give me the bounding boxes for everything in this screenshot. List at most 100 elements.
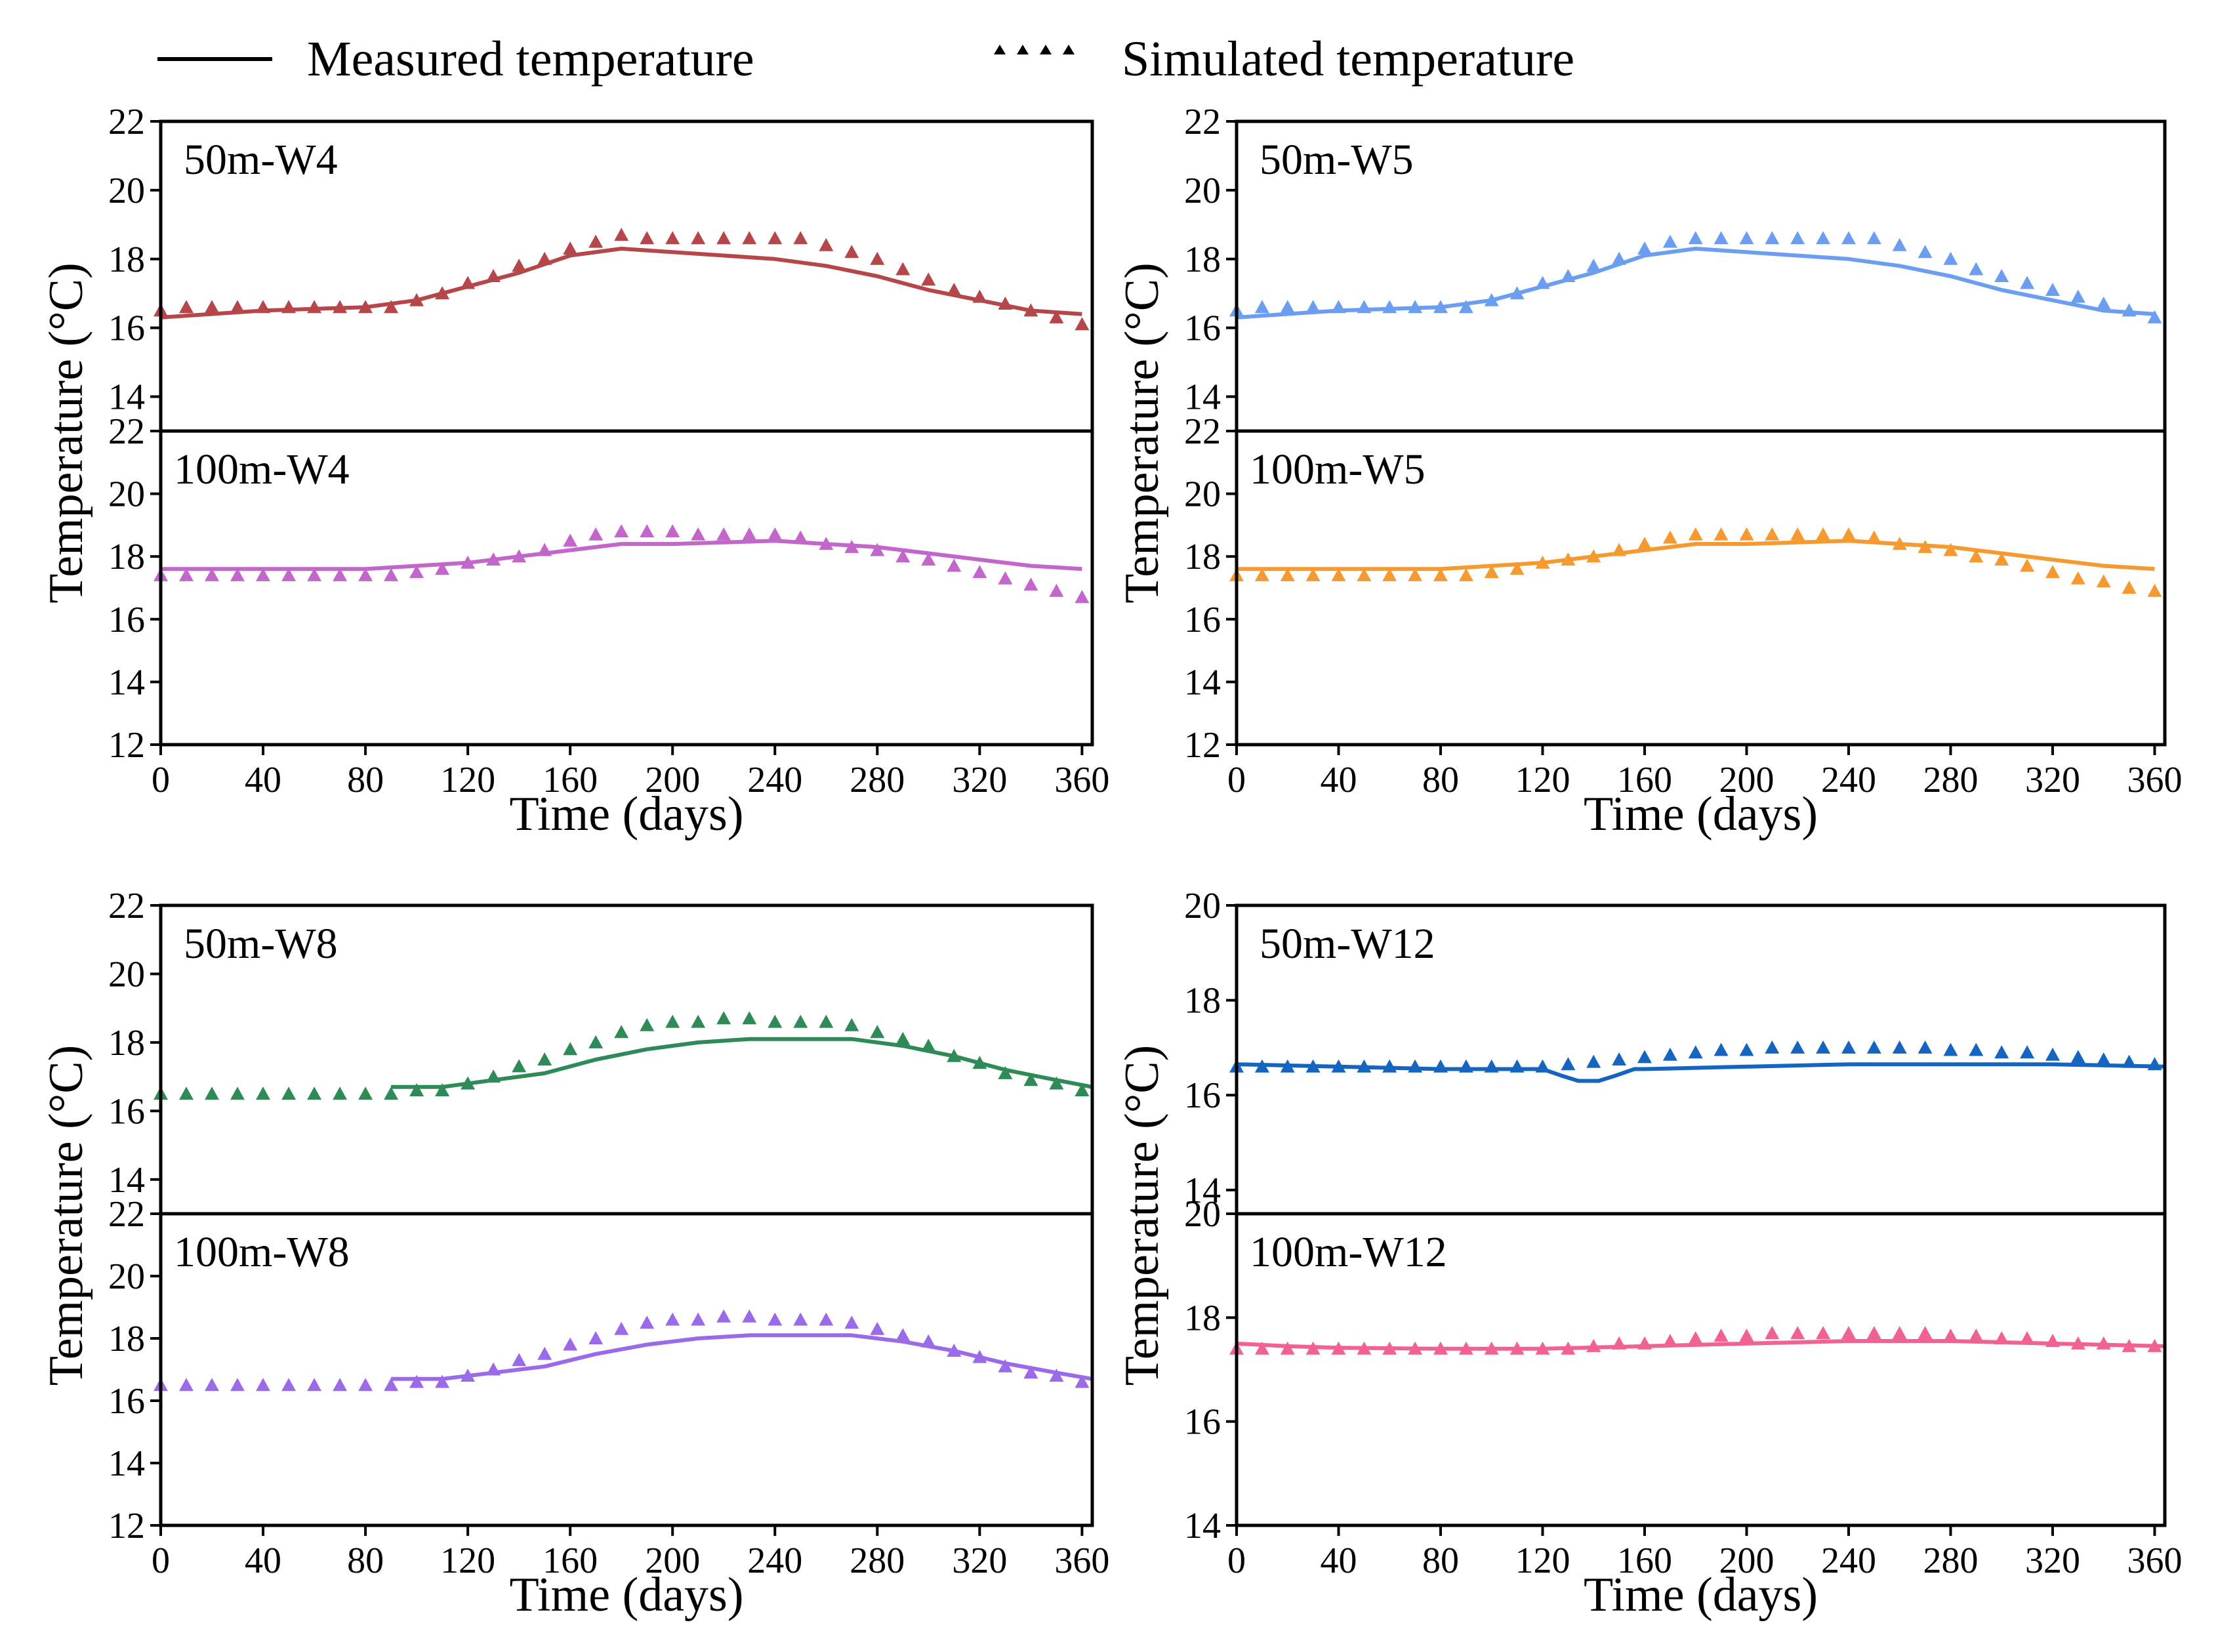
simulated-point <box>333 300 348 314</box>
simulated-point <box>1561 1341 1576 1355</box>
simulated-point <box>1023 1365 1038 1379</box>
simulated-point <box>1662 1334 1677 1347</box>
simulated-point <box>1331 1341 1346 1355</box>
y-tick-label: 20 <box>1184 474 1221 515</box>
legend-simulated-marker <box>1017 45 1029 54</box>
simulated-point <box>921 272 936 286</box>
simulated-point <box>1612 1336 1627 1350</box>
x-tick-label: 0 <box>152 1540 170 1581</box>
simulated-point <box>972 565 987 579</box>
simulated-point <box>1254 1059 1269 1073</box>
simulated-point <box>1969 1043 1984 1056</box>
simulated-point <box>256 568 270 581</box>
y-tick-label: 12 <box>1184 725 1221 766</box>
simulated-point <box>1075 1374 1090 1388</box>
simulated-point <box>563 1042 578 1056</box>
panel-100m-W5: 12 14 16 18 20 22 100m-W5 <box>1184 411 2162 766</box>
simulated-point <box>947 1344 962 1357</box>
y-axis-label: Temperature (°C) <box>1115 262 1169 604</box>
simulated-point <box>1739 1329 1754 1342</box>
legend-simulated-markers <box>994 45 1075 54</box>
simulated-point <box>205 568 219 581</box>
simulated-point <box>1023 303 1038 317</box>
plot-frame <box>1235 119 2167 747</box>
simulated-point <box>972 1056 987 1069</box>
simulated-point <box>768 231 783 245</box>
y-tick-label: 14 <box>108 377 145 418</box>
simulated-point <box>1509 286 1525 300</box>
x-tick-label: 160 <box>543 760 598 800</box>
simulated-point <box>1918 539 1933 553</box>
simulated-point <box>2070 1336 2085 1350</box>
simulated-point <box>1509 562 1525 575</box>
simulated-point <box>230 1378 245 1392</box>
simulated-point <box>1331 1059 1346 1073</box>
simulated-point <box>1713 527 1729 541</box>
y-tick-label: 18 <box>1184 1298 1221 1338</box>
simulated-point <box>947 283 962 296</box>
y-tick-label: 16 <box>108 308 145 349</box>
simulated-point <box>716 1011 731 1025</box>
simulated-point <box>1458 568 1473 581</box>
simulated-point <box>2070 289 2085 303</box>
simulated-point <box>1765 231 1780 245</box>
y-tick-label: 22 <box>1184 102 1221 142</box>
simulated-point <box>281 300 297 314</box>
simulated-point <box>2096 1052 2111 1065</box>
simulated-point <box>230 1086 245 1100</box>
simulated-point <box>1816 231 1831 245</box>
simulated-point <box>972 1350 987 1363</box>
simulated-point <box>1305 568 1321 581</box>
simulated-point <box>1637 241 1652 255</box>
simulated-point <box>281 1086 297 1100</box>
panel-label: 50m-W5 <box>1260 136 1414 184</box>
simulated-point <box>2096 297 2111 310</box>
simulated-point <box>2045 283 2060 296</box>
simulated-point <box>1969 262 1984 276</box>
simulated-point <box>1662 1047 1677 1061</box>
y-tick-label: 22 <box>108 886 145 926</box>
simulated-point <box>2096 574 2111 588</box>
simulated-point <box>1433 1341 1448 1355</box>
simulated-point <box>614 1321 629 1335</box>
y-tick-label: 22 <box>108 411 145 452</box>
simulated-point <box>870 1321 885 1335</box>
simulated-point <box>1305 1341 1321 1355</box>
simulated-point <box>281 568 297 581</box>
simulated-point <box>588 234 604 248</box>
measured-line <box>1236 1062 2165 1083</box>
x-tick-label: 120 <box>440 760 495 800</box>
simulated-point <box>1994 1331 2009 1344</box>
y-tick-label: 18 <box>108 537 145 577</box>
simulated-point <box>1969 1329 1984 1342</box>
y-tick-label: 18 <box>108 239 145 280</box>
panel-label: 50m-W4 <box>184 136 338 184</box>
simulated-point <box>1484 1341 1499 1355</box>
simulated-point <box>409 1083 424 1096</box>
simulated-point <box>409 1374 424 1388</box>
x-tick-label: 320 <box>952 760 1007 800</box>
panel-50m-W5: 14 16 18 20 22 50m-W5 <box>1184 102 2162 418</box>
simulated-point <box>1969 549 1984 563</box>
simulated-point <box>1561 269 1576 282</box>
y-tick-label: 12 <box>108 1506 145 1546</box>
y-axis-label: Temperature (°C) <box>1115 1045 1169 1386</box>
simulated-point <box>1866 231 1881 245</box>
simulated-point <box>1254 300 1269 314</box>
simulated-point <box>1535 276 1550 289</box>
simulated-point <box>2147 1057 2162 1071</box>
y-tick-label: 14 <box>1184 377 1221 418</box>
simulated-point <box>1586 1054 1601 1068</box>
simulated-point <box>921 1334 936 1348</box>
simulated-point <box>1049 1076 1064 1090</box>
simulated-point <box>1357 300 1372 314</box>
simulated-point <box>1688 527 1703 541</box>
simulated-point <box>1586 549 1601 563</box>
simulated-point <box>358 568 373 581</box>
x-tick-label: 40 <box>1320 1540 1357 1581</box>
simulated-point <box>1535 1059 1550 1073</box>
x-axis-label: Time (days) <box>1584 787 1818 841</box>
simulated-point <box>435 562 450 575</box>
simulated-point <box>1586 1338 1601 1352</box>
simulated-point <box>537 251 552 265</box>
